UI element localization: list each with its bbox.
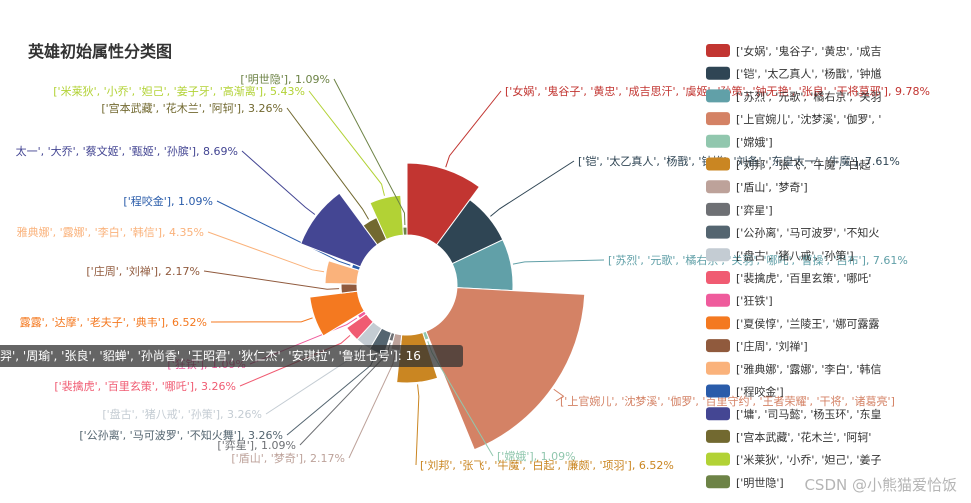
- tooltip-text: 羿', '周瑜', '张良', '貂蝉', '孙尚香', '王昭君', '狄仁杰…: [0, 349, 421, 363]
- legend-swatch[interactable]: [706, 66, 730, 80]
- slice-label: ['刘邦', '张飞', '牛魔', '白起', '廉颇', '项羽'], 6.…: [420, 458, 674, 472]
- slice-label: 露露', '达摩', '老夫子', '典韦'], 6.52%: [20, 315, 207, 329]
- label-leader-line: [348, 351, 396, 459]
- rose-sector[interactable]: [324, 260, 360, 285]
- legend-swatch[interactable]: [706, 44, 730, 57]
- legend-label[interactable]: ['墉', '司马懿', '杨玉环', '东皇: [736, 407, 881, 421]
- label-leader-line: [553, 388, 565, 402]
- slice-label: 太一', '大乔', '蔡文姬', '甄姬', '孙膑'], 8.69%: [16, 144, 238, 158]
- legend-label[interactable]: ['嫦娥']: [736, 135, 773, 149]
- legend-swatch[interactable]: [706, 202, 730, 216]
- legend-swatch[interactable]: [706, 225, 730, 239]
- legend-label[interactable]: ['盾山', '梦奇']: [736, 181, 808, 194]
- slice-label: ['上官婉儿', '沈梦溪', '伽罗', '百里守约', '王者荣耀', '干…: [560, 394, 895, 408]
- slice-label: ['公孙离', '马可波罗', '不知火舞'], 3.26%: [79, 428, 283, 442]
- legend-swatch[interactable]: [706, 452, 730, 466]
- label-leader-line: [512, 259, 605, 265]
- legend-swatch[interactable]: [706, 407, 730, 421]
- legend-swatch[interactable]: [706, 112, 730, 126]
- legend-label[interactable]: ['苏烈', '元歌', '橘右京', '关羽: [736, 89, 881, 103]
- legend-label[interactable]: ['庄周', '刘禅']: [736, 339, 808, 353]
- legend-label[interactable]: ['上官婉儿', '沈梦溪', '伽罗', ': [736, 112, 881, 126]
- slice-label: ['程咬金'], 1.09%: [123, 194, 213, 208]
- legend-label[interactable]: ['明世隐']: [736, 476, 784, 489]
- legend-swatch[interactable]: [706, 271, 730, 284]
- legend-label[interactable]: ['盘古', '猪八戒', '孙策']: [736, 248, 854, 262]
- label-leader-line: [207, 231, 325, 273]
- legend-label[interactable]: ['公孙离', '马可波罗', '不知火: [736, 226, 879, 240]
- legend-swatch[interactable]: [706, 134, 730, 148]
- label-leader-line: [210, 317, 313, 323]
- label-leader-line: [415, 384, 420, 466]
- slice-label: ['盘古', '猪八戒', '孙策'], 3.26%: [102, 407, 262, 421]
- rose-sector[interactable]: [340, 283, 358, 294]
- legend-swatch[interactable]: [706, 316, 730, 330]
- label-leader-line: [286, 107, 370, 220]
- watermark: CSDN @小熊猫爱恰饭: [804, 476, 957, 494]
- legend-swatch[interactable]: [706, 339, 730, 353]
- slice-label: ['宫本武藏', '花木兰', '阿轲'], 3.26%: [101, 101, 283, 115]
- slice-label: 雅典娜', '露娜', '李白', '韩信'], 4.35%: [17, 225, 204, 239]
- legend-swatch[interactable]: [706, 384, 730, 398]
- legend-label[interactable]: ['铠', '太乙真人', '杨戬', '钟馗: [736, 67, 881, 81]
- legend-swatch[interactable]: [706, 429, 730, 443]
- chart-tooltip: 羿', '周瑜', '张良', '貂蝉', '孙尚香', '王昭君', '狄仁杰…: [0, 345, 463, 367]
- label-leader-line: [216, 200, 351, 266]
- legend-label[interactable]: ['米莱狄', '小乔', '妲己', '姜子: [736, 453, 881, 467]
- legend-swatch[interactable]: [706, 89, 730, 103]
- slice-label: ['明世隐'], 1.09%: [240, 73, 330, 86]
- legend-label[interactable]: ['弈星']: [736, 203, 773, 217]
- rose-sector[interactable]: [300, 192, 379, 268]
- legend-swatch[interactable]: [706, 157, 730, 171]
- slice-label: ['米莱狄', '小乔', '妲己', '姜子牙', '高渐离'], 5.43%: [53, 84, 305, 98]
- legend-swatch[interactable]: [706, 180, 730, 194]
- slice-label: ['裴擒虎', '百里玄策', '哪吒'], 3.26%: [54, 379, 236, 393]
- label-leader-line: [239, 334, 351, 387]
- label-leader-line: [445, 90, 502, 168]
- slice-label: ['弈星'], 1.09%: [217, 438, 296, 452]
- slice-label: ['盾山', '梦奇'], 2.17%: [231, 452, 345, 465]
- legend-label[interactable]: ['狂铁']: [736, 295, 773, 308]
- rose-sector[interactable]: [309, 290, 365, 337]
- chart-title: 英雄初始属性分类图: [28, 42, 173, 61]
- legend-swatch[interactable]: [706, 248, 730, 262]
- legend-swatch[interactable]: [706, 475, 730, 489]
- legend-label[interactable]: ['夏侯惇', '兰陵王', '娜可露露: [736, 316, 879, 330]
- label-leader-line: [241, 150, 316, 215]
- label-leader-line: [203, 270, 340, 290]
- rose-sector[interactable]: [402, 226, 408, 236]
- label-leader-line: [490, 160, 575, 217]
- legend-label[interactable]: ['刘邦', '张飞', '牛魔', '白起: [736, 158, 870, 172]
- slice-label: ['庄周', '刘禅'], 2.17%: [86, 264, 200, 278]
- slice-label: ['嫦娥'], 1.09%: [497, 449, 576, 463]
- rose-sector[interactable]: [425, 287, 586, 451]
- rose-sector[interactable]: [369, 194, 405, 241]
- rose-sector[interactable]: [406, 162, 481, 246]
- legend-label[interactable]: ['宫本武藏', '花木兰', '阿轲': [736, 430, 871, 444]
- legend-label[interactable]: ['女娲', '鬼谷子', '黄忠', '成吉: [736, 44, 881, 58]
- label-leader-line: [333, 78, 406, 226]
- slice-label: ['苏烈', '元歌', '橘右京', '关羽', '哪吒', '曹操', '吕…: [608, 253, 908, 267]
- label-leader-line: [308, 90, 385, 196]
- legend-label[interactable]: ['雅典娜', '露娜', '李白', '韩信: [736, 362, 881, 376]
- slice-label: ['铠', '太乙真人', '杨戬', '钟馗', '刘备', '东皇太一', …: [578, 154, 900, 168]
- legend-swatch[interactable]: [706, 293, 730, 307]
- rose-sector[interactable]: [345, 313, 374, 341]
- legend-label[interactable]: ['裴擒虎', '百里玄策', '哪吒': [736, 271, 871, 285]
- legend-label[interactable]: ['程咬金']: [736, 385, 784, 399]
- legend-swatch[interactable]: [706, 361, 730, 375]
